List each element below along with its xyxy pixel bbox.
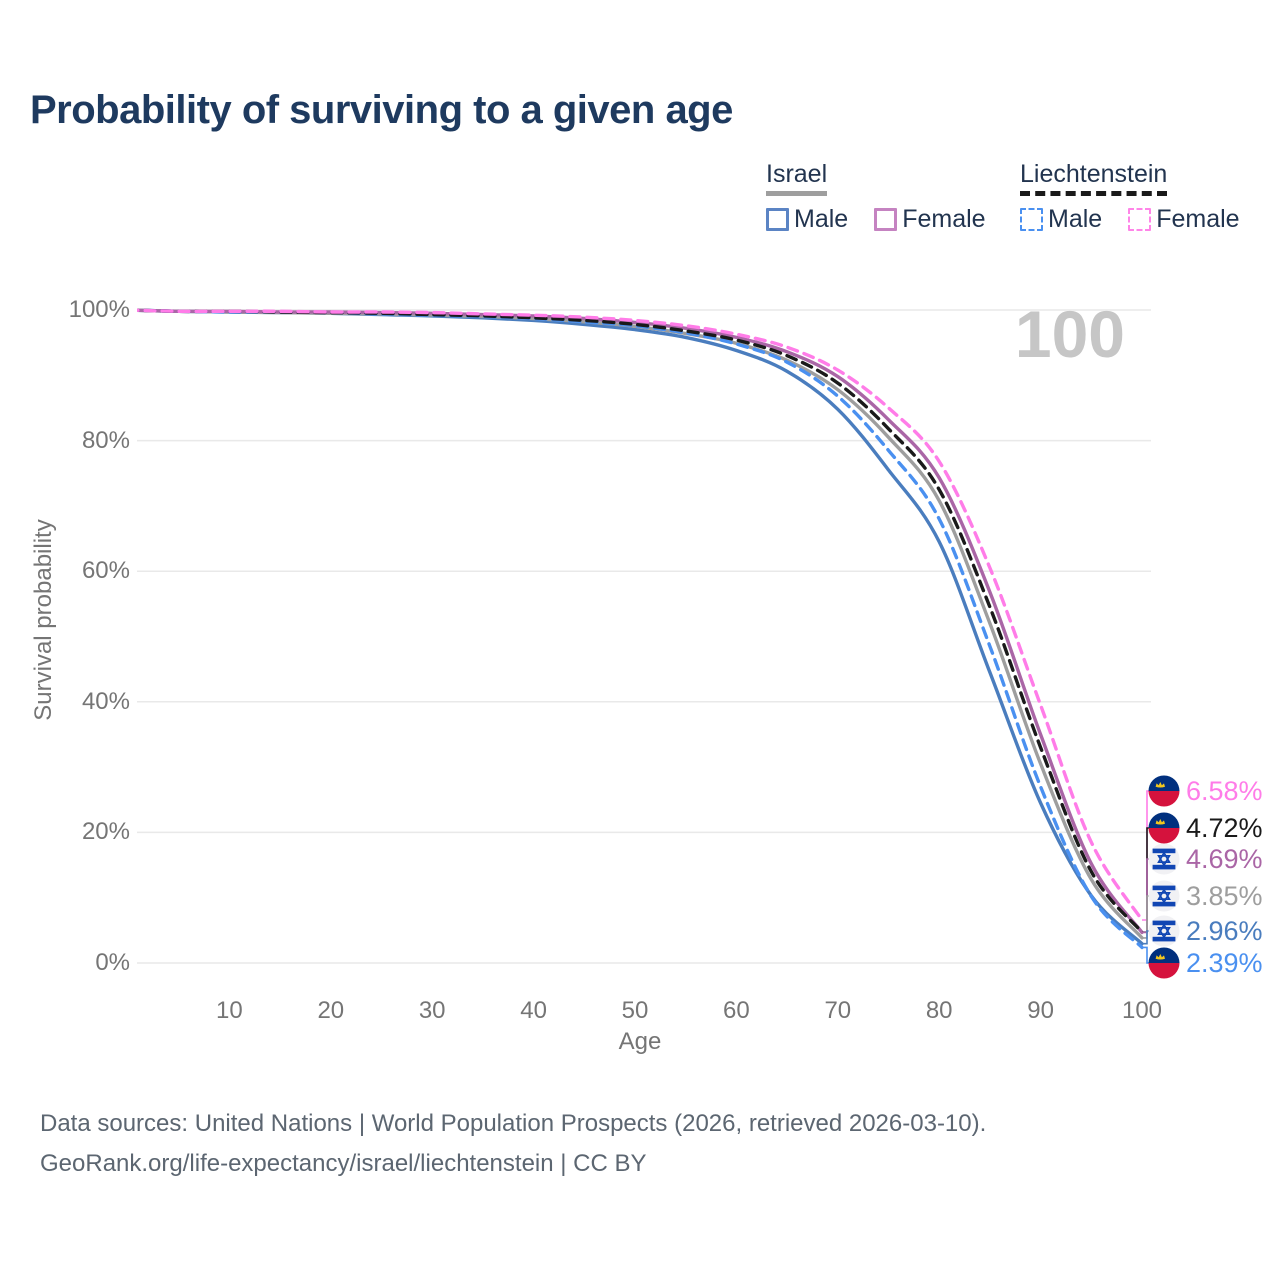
legend-group-title-israel: Israel <box>766 160 828 196</box>
legend-item-liechtenstein-male[interactable]: Male <box>1020 205 1102 234</box>
end-label-value: 4.72% <box>1186 812 1263 843</box>
legend-group-liechtenstein: Liechtenstein Male Female <box>1020 160 1240 234</box>
watermark-age: 100 <box>1014 297 1125 371</box>
x-tick-label: 100 <box>1121 997 1163 1024</box>
end-label-value: 3.85% <box>1186 880 1263 911</box>
end-label-value: 4.69% <box>1186 843 1263 874</box>
x-tick-label: 20 <box>317 997 345 1024</box>
end-label-israel-male: 2.96% <box>1148 915 1263 947</box>
israel-flag-icon <box>1148 843 1180 875</box>
liechtenstein-flag-icon <box>1148 775 1180 807</box>
end-label-liechtenstein-all: 4.72% <box>1148 812 1263 844</box>
y-tick-label: 40% <box>81 687 130 715</box>
x-tick-label: 60 <box>723 997 750 1024</box>
end-label-value: 6.58% <box>1186 775 1263 806</box>
series-line-liechtenstein-male <box>137 308 1144 950</box>
y-tick-label: 0% <box>95 949 130 976</box>
series-line-liechtenstein-female <box>137 308 1144 922</box>
legend-items-israel: Male Female <box>766 205 986 234</box>
x-tick-label: 30 <box>418 997 446 1024</box>
y-tick-label: 20% <box>81 818 130 846</box>
x-tick-label: 10 <box>216 997 243 1024</box>
x-tick-label: 90 <box>1027 997 1054 1024</box>
end-label-value: 2.39% <box>1186 947 1263 978</box>
israel-female-swatch-icon <box>874 208 898 231</box>
data-sources-text: Data sources: United Nations | World Pop… <box>40 1110 987 1137</box>
x-tick-label: 50 <box>621 997 649 1024</box>
end-label-liechtenstein-female: 6.58% <box>1148 775 1263 807</box>
footer: Data sources: United Nations | World Pop… <box>40 1104 986 1184</box>
legend-item-label: Male <box>794 205 849 233</box>
israel-flag-icon <box>1148 915 1180 947</box>
attribution-text: GeoRank.org/life-expectancy/israel/liech… <box>40 1150 647 1177</box>
end-label-israel-all: 3.85% <box>1148 880 1263 912</box>
legend-item-israel-female[interactable]: Female <box>874 205 986 234</box>
end-label-israel-female: 4.69% <box>1148 843 1263 875</box>
legend-item-label: Female <box>902 205 986 233</box>
end-label-value: 2.96% <box>1186 915 1263 946</box>
legend-item-israel-male[interactable]: Male <box>766 205 848 234</box>
x-tick-label: 40 <box>520 997 547 1024</box>
page-title: Probability of surviving to a given age <box>30 88 733 132</box>
legend-group-title-liechtenstein: Liechtenstein <box>1020 160 1168 196</box>
liechtenstein-flag-icon <box>1148 947 1180 979</box>
y-tick-label: 60% <box>81 557 130 585</box>
israel-flag-icon <box>1148 880 1180 912</box>
liechtenstein-flag-icon <box>1148 812 1180 844</box>
liechtenstein-male-swatch-icon <box>1020 208 1043 231</box>
legend-item-label: Male <box>1048 205 1103 233</box>
series-line-israel-all <box>137 308 1144 940</box>
x-tick-label: 80 <box>925 997 953 1024</box>
x-tick-label: 70 <box>824 997 852 1024</box>
israel-male-swatch-icon <box>766 208 789 231</box>
y-tick-label: 100% <box>68 296 130 323</box>
x-axis-title: Age <box>618 1028 662 1055</box>
series-line-israel-female <box>137 308 1144 935</box>
legend-group-israel: Israel Male Female <box>766 160 986 234</box>
legend-items-liechtenstein: Male Female <box>1020 205 1240 234</box>
legend-item-label: Female <box>1156 205 1240 233</box>
series-line-liechtenstein-all <box>137 308 1144 934</box>
end-label-liechtenstein-male: 2.39% <box>1148 947 1263 979</box>
y-tick-label: 80% <box>81 426 130 454</box>
liechtenstein-female-swatch-icon <box>1128 208 1152 231</box>
legend-item-liechtenstein-female[interactable]: Female <box>1128 205 1240 234</box>
